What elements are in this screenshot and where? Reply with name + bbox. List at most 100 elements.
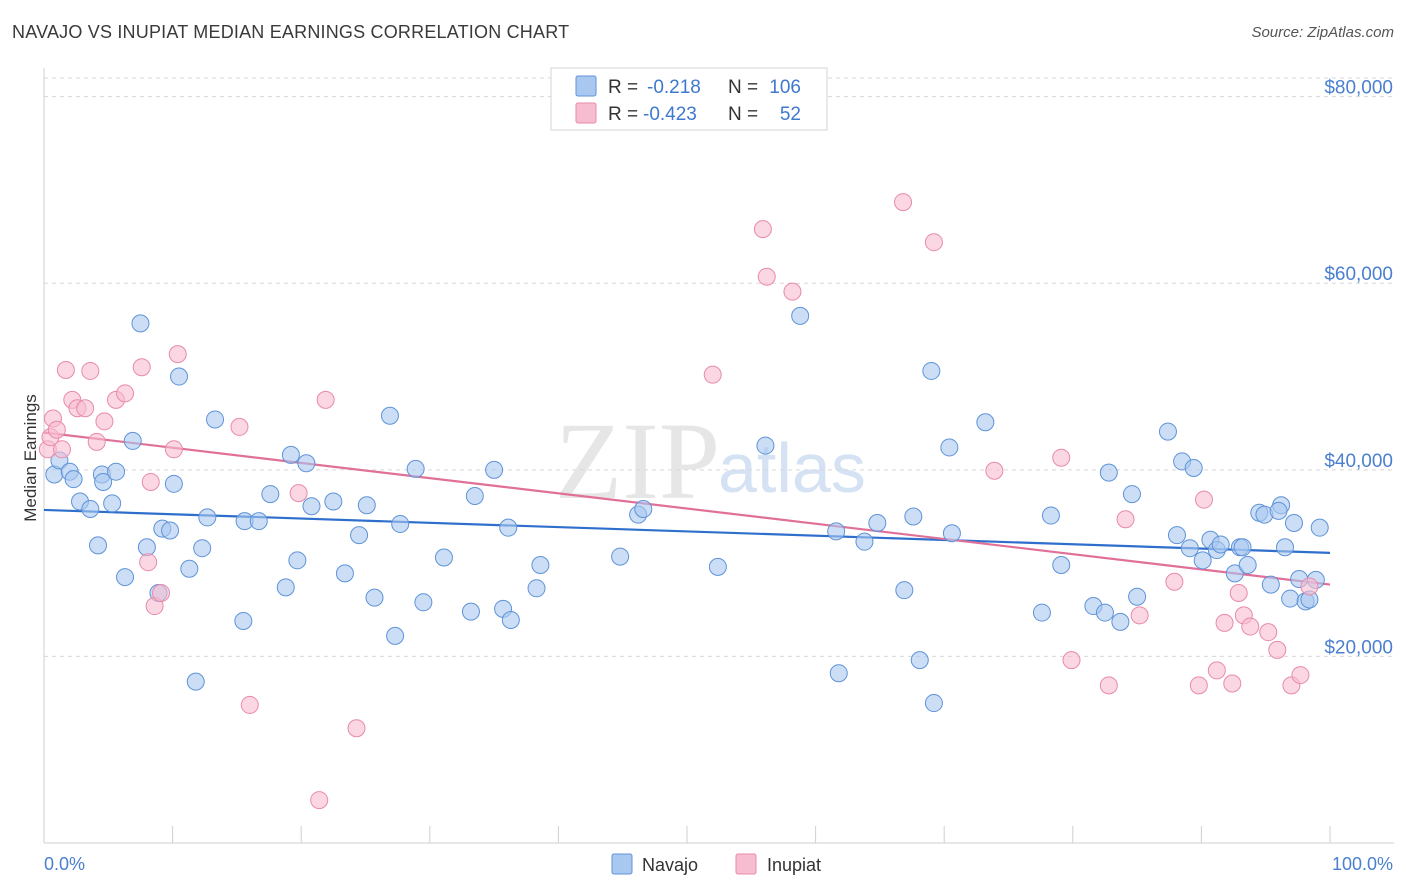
point-navajo[interactable] — [1238, 555, 1257, 574]
point-navajo[interactable] — [791, 306, 810, 325]
point-navajo[interactable] — [1128, 587, 1147, 606]
point-navajo[interactable] — [281, 445, 300, 464]
point-navajo[interactable] — [904, 507, 923, 526]
point-navajo[interactable] — [170, 367, 189, 386]
point-navajo[interactable] — [855, 532, 874, 551]
point-inupiat[interactable] — [168, 345, 187, 364]
point-navajo[interactable] — [940, 438, 959, 457]
point-navajo[interactable] — [94, 472, 113, 491]
point-navajo[interactable] — [527, 579, 546, 598]
point-navajo[interactable] — [910, 651, 929, 670]
point-navajo[interactable] — [386, 626, 405, 645]
point-inupiat[interactable] — [116, 384, 135, 403]
point-navajo[interactable] — [1284, 514, 1303, 533]
point-inupiat[interactable] — [783, 282, 802, 301]
point-inupiat[interactable] — [56, 361, 75, 380]
point-inupiat[interactable] — [164, 440, 183, 459]
point-navajo[interactable] — [1193, 551, 1212, 570]
point-inupiat[interactable] — [894, 193, 913, 212]
point-navajo[interactable] — [868, 514, 887, 533]
point-inupiat[interactable] — [757, 267, 776, 286]
point-inupiat[interactable] — [1194, 490, 1213, 509]
point-navajo[interactable] — [1052, 555, 1071, 574]
point-navajo[interactable] — [391, 514, 410, 533]
point-navajo[interactable] — [131, 314, 150, 333]
point-navajo[interactable] — [531, 555, 550, 574]
point-inupiat[interactable] — [1229, 583, 1248, 602]
point-navajo[interactable] — [164, 474, 183, 493]
point-inupiat[interactable] — [1268, 640, 1287, 659]
point-navajo[interactable] — [499, 518, 518, 537]
point-navajo[interactable] — [249, 512, 268, 531]
point-inupiat[interactable] — [76, 399, 95, 418]
point-navajo[interactable] — [634, 500, 653, 519]
point-navajo[interactable] — [976, 413, 995, 432]
bottom-legend-swatch-inupiat[interactable] — [735, 853, 757, 875]
point-inupiat[interactable] — [1223, 674, 1242, 693]
point-inupiat[interactable] — [95, 412, 114, 431]
point-navajo[interactable] — [180, 559, 199, 578]
point-navajo[interactable] — [827, 522, 846, 541]
point-navajo[interactable] — [297, 454, 316, 473]
point-navajo[interactable] — [461, 602, 480, 621]
point-inupiat[interactable] — [1130, 606, 1149, 625]
point-inupiat[interactable] — [1165, 572, 1184, 591]
point-navajo[interactable] — [1281, 589, 1300, 608]
point-navajo[interactable] — [895, 581, 914, 600]
point-navajo[interactable] — [350, 526, 369, 545]
point-navajo[interactable] — [406, 459, 425, 478]
point-navajo[interactable] — [485, 460, 504, 479]
point-navajo[interactable] — [1310, 518, 1329, 537]
point-inupiat[interactable] — [316, 390, 335, 409]
point-inupiat[interactable] — [1215, 613, 1234, 632]
point-navajo[interactable] — [276, 578, 295, 597]
point-navajo[interactable] — [357, 496, 376, 515]
point-inupiat[interactable] — [1259, 623, 1278, 642]
point-inupiat[interactable] — [924, 233, 943, 252]
point-navajo[interactable] — [434, 548, 453, 567]
point-navajo[interactable] — [64, 470, 83, 489]
point-navajo[interactable] — [924, 694, 943, 713]
point-navajo[interactable] — [756, 436, 775, 455]
point-navajo[interactable] — [1275, 538, 1294, 557]
point-inupiat[interactable] — [139, 553, 158, 572]
point-navajo[interactable] — [922, 361, 941, 380]
point-navajo[interactable] — [1111, 612, 1130, 631]
point-navajo[interactable] — [261, 485, 280, 504]
point-inupiat[interactable] — [985, 461, 1004, 480]
point-navajo[interactable] — [198, 508, 217, 527]
bottom-legend-inupiat[interactable]: Inupiat — [767, 855, 821, 875]
point-navajo[interactable] — [1041, 506, 1060, 525]
point-navajo[interactable] — [829, 664, 848, 683]
point-navajo[interactable] — [107, 462, 126, 481]
point-inupiat[interactable] — [1189, 676, 1208, 695]
point-navajo[interactable] — [234, 611, 253, 630]
point-navajo[interactable] — [1269, 501, 1288, 520]
point-inupiat[interactable] — [1099, 676, 1118, 695]
point-navajo[interactable] — [1032, 603, 1051, 622]
point-navajo[interactable] — [1158, 422, 1177, 441]
point-navajo[interactable] — [1099, 463, 1118, 482]
point-navajo[interactable] — [137, 538, 156, 557]
point-inupiat[interactable] — [1116, 510, 1135, 529]
point-navajo[interactable] — [611, 547, 630, 566]
point-navajo[interactable] — [1225, 564, 1244, 583]
point-inupiat[interactable] — [347, 719, 366, 738]
point-navajo[interactable] — [1122, 485, 1141, 504]
point-inupiat[interactable] — [132, 358, 151, 377]
point-navajo[interactable] — [186, 672, 205, 691]
point-inupiat[interactable] — [289, 484, 308, 503]
point-navajo[interactable] — [1167, 526, 1186, 545]
point-navajo[interactable] — [1184, 458, 1203, 477]
point-inupiat[interactable] — [1300, 577, 1319, 596]
point-navajo[interactable] — [414, 593, 433, 612]
point-inupiat[interactable] — [47, 420, 66, 439]
point-inupiat[interactable] — [240, 695, 259, 714]
point-navajo[interactable] — [942, 524, 961, 543]
point-navajo[interactable] — [335, 564, 354, 583]
point-inupiat[interactable] — [1062, 651, 1081, 670]
point-navajo[interactable] — [302, 497, 321, 516]
point-inupiat[interactable] — [152, 583, 171, 602]
point-inupiat[interactable] — [1207, 661, 1226, 680]
point-navajo[interactable] — [365, 588, 384, 607]
